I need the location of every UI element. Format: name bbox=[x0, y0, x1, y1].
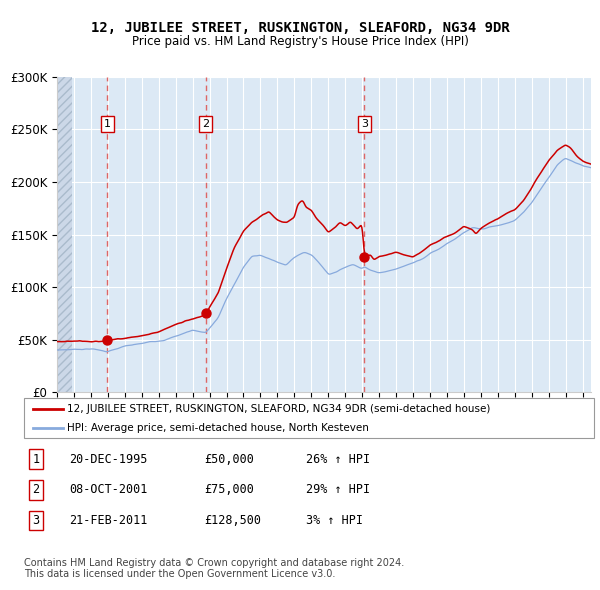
Text: 3: 3 bbox=[32, 514, 40, 527]
Text: HPI: Average price, semi-detached house, North Kesteven: HPI: Average price, semi-detached house,… bbox=[67, 423, 369, 432]
Text: This data is licensed under the Open Government Licence v3.0.: This data is licensed under the Open Gov… bbox=[24, 569, 335, 579]
Text: Contains HM Land Registry data © Crown copyright and database right 2024.: Contains HM Land Registry data © Crown c… bbox=[24, 558, 404, 568]
Text: 29% ↑ HPI: 29% ↑ HPI bbox=[306, 483, 370, 496]
Text: 21-FEB-2011: 21-FEB-2011 bbox=[69, 514, 148, 527]
Text: £50,000: £50,000 bbox=[204, 453, 254, 466]
Text: 12, JUBILEE STREET, RUSKINGTON, SLEAFORD, NG34 9DR: 12, JUBILEE STREET, RUSKINGTON, SLEAFORD… bbox=[91, 21, 509, 35]
Text: 3: 3 bbox=[361, 119, 368, 129]
Text: Price paid vs. HM Land Registry's House Price Index (HPI): Price paid vs. HM Land Registry's House … bbox=[131, 35, 469, 48]
Text: 1: 1 bbox=[32, 453, 40, 466]
Bar bbox=[57, 77, 72, 392]
Text: 3% ↑ HPI: 3% ↑ HPI bbox=[306, 514, 363, 527]
Text: 2: 2 bbox=[32, 483, 40, 496]
Text: 12, JUBILEE STREET, RUSKINGTON, SLEAFORD, NG34 9DR (semi-detached house): 12, JUBILEE STREET, RUSKINGTON, SLEAFORD… bbox=[67, 404, 491, 414]
Text: £75,000: £75,000 bbox=[204, 483, 254, 496]
Text: 2: 2 bbox=[202, 119, 209, 129]
Text: 26% ↑ HPI: 26% ↑ HPI bbox=[306, 453, 370, 466]
Text: 1: 1 bbox=[104, 119, 111, 129]
Text: 08-OCT-2001: 08-OCT-2001 bbox=[69, 483, 148, 496]
Text: £128,500: £128,500 bbox=[204, 514, 261, 527]
Text: 20-DEC-1995: 20-DEC-1995 bbox=[69, 453, 148, 466]
